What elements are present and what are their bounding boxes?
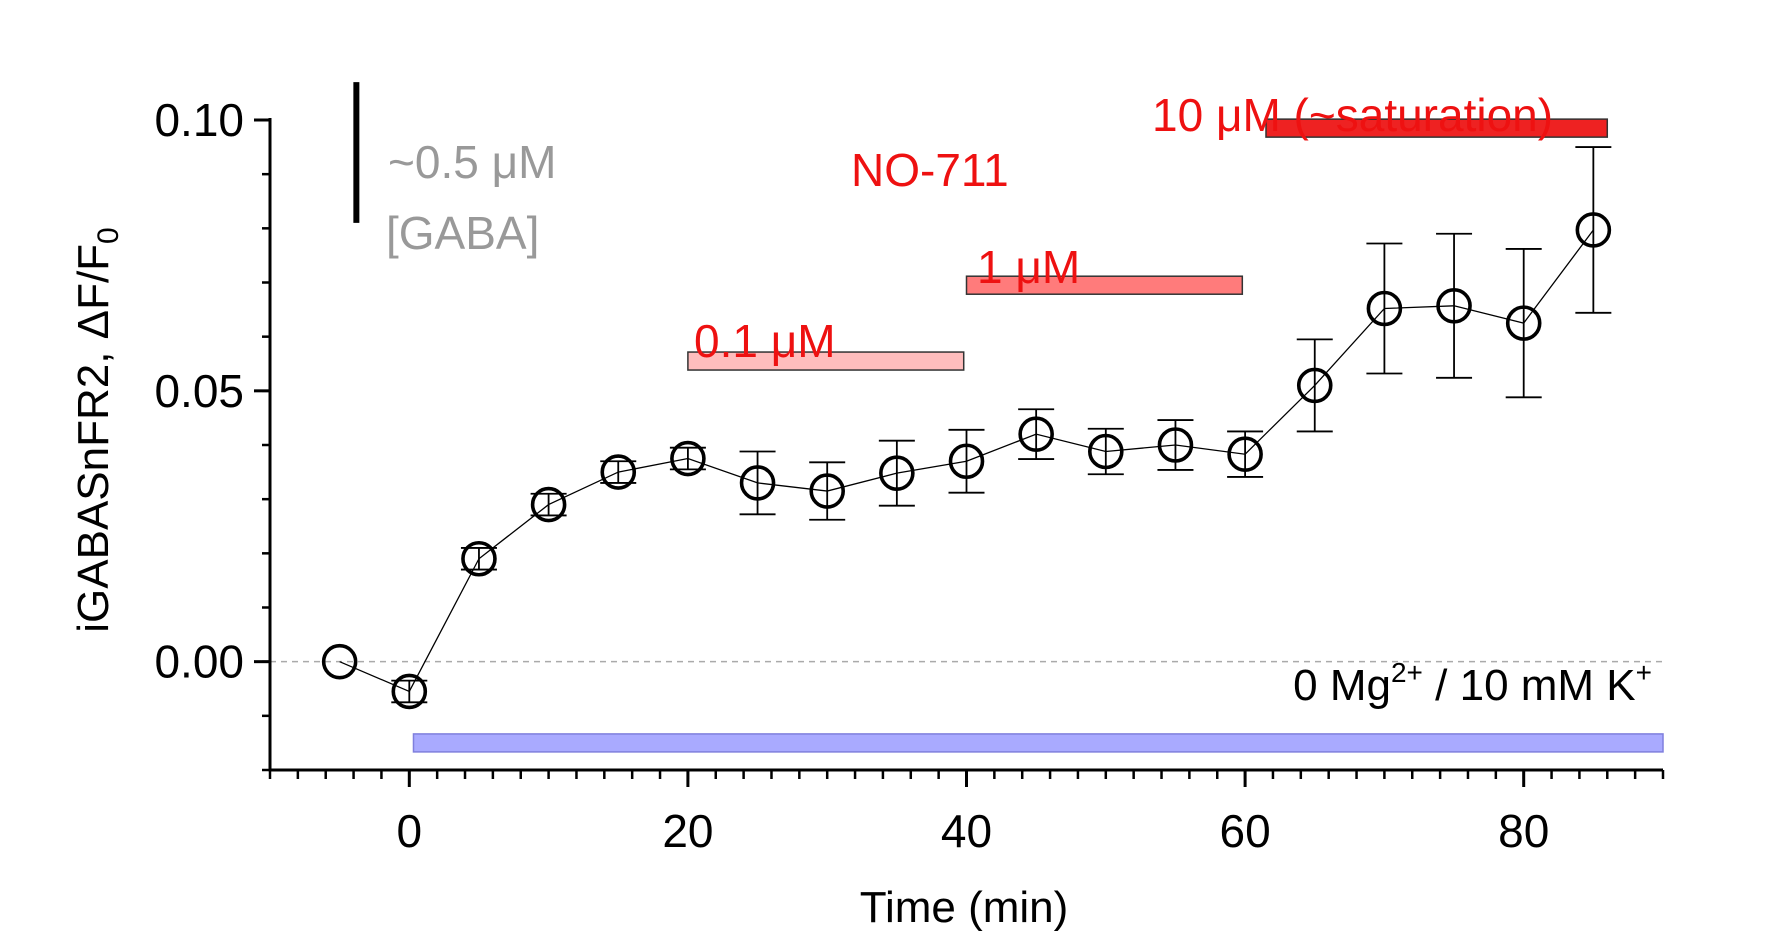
data-series bbox=[321, 146, 1612, 710]
data-point bbox=[1157, 427, 1194, 463]
data-point bbox=[321, 643, 358, 680]
condition-bar bbox=[412, 733, 1664, 753]
condition-label-mg: 0 Mg bbox=[1293, 661, 1391, 710]
data-point bbox=[948, 443, 985, 480]
y-axis-title: iGABASnFR2, ΔF/F0 bbox=[69, 227, 125, 633]
x-axis-title: Time (min) bbox=[860, 883, 1069, 932]
data-point bbox=[600, 454, 637, 490]
scale-bar-label-concentration: ~0.5 μM bbox=[388, 136, 556, 188]
data-point bbox=[461, 540, 497, 577]
y-axis-title-subscript: 0 bbox=[92, 227, 125, 244]
condition-label-k: / 10 mM K bbox=[1423, 661, 1636, 710]
x-tick-label: 80 bbox=[1498, 805, 1549, 857]
x-tick-label: 40 bbox=[941, 805, 992, 857]
scale-bar-label-gaba: [GABA] bbox=[386, 207, 539, 259]
condition-label: 0 Mg2+ / 10 mM K+ bbox=[1293, 657, 1652, 710]
y-tick-label: 0.00 bbox=[154, 636, 244, 688]
data-point bbox=[1366, 290, 1403, 327]
condition-label-mg-charge: 2+ bbox=[1391, 657, 1423, 688]
dose-label-1uM: 1 μM bbox=[977, 241, 1080, 293]
data-point bbox=[1436, 287, 1472, 324]
dose-label-10uM: 10 μM (~saturation) bbox=[1152, 89, 1553, 141]
data-point bbox=[1296, 367, 1333, 404]
data-point bbox=[1227, 436, 1263, 473]
data-point bbox=[670, 440, 706, 477]
data-point bbox=[1505, 305, 1542, 341]
y-tick-label: 0.05 bbox=[154, 365, 244, 417]
treatment-bars-layer bbox=[412, 118, 1664, 753]
drug-bar-2 bbox=[1265, 118, 1609, 138]
x-tick-label: 60 bbox=[1220, 805, 1271, 857]
data-point bbox=[739, 465, 776, 501]
x-tick-label: 20 bbox=[662, 805, 713, 857]
data-point bbox=[1575, 212, 1612, 248]
data-point bbox=[809, 473, 846, 509]
y-axis-title-main: iGABASnFR2, ΔF/F bbox=[69, 244, 118, 633]
data-point bbox=[530, 486, 567, 523]
data-point bbox=[391, 673, 428, 710]
data-point bbox=[879, 455, 915, 491]
data-point bbox=[1088, 433, 1124, 470]
drug-name-label: NO-711 bbox=[851, 144, 1009, 196]
data-point bbox=[1018, 416, 1054, 452]
x-tick-label: 0 bbox=[397, 805, 423, 857]
drug-bar-0 bbox=[687, 351, 965, 371]
y-tick-label: 0.10 bbox=[154, 94, 244, 146]
axis-ticks: 0.00 0.05 0.10 0 20 40 60 80 bbox=[154, 94, 1665, 857]
condition-label-k-charge: + bbox=[1636, 657, 1652, 688]
dose-label-0.1uM: 0.1 μM bbox=[694, 315, 836, 367]
drug-bar-1 bbox=[965, 275, 1244, 295]
